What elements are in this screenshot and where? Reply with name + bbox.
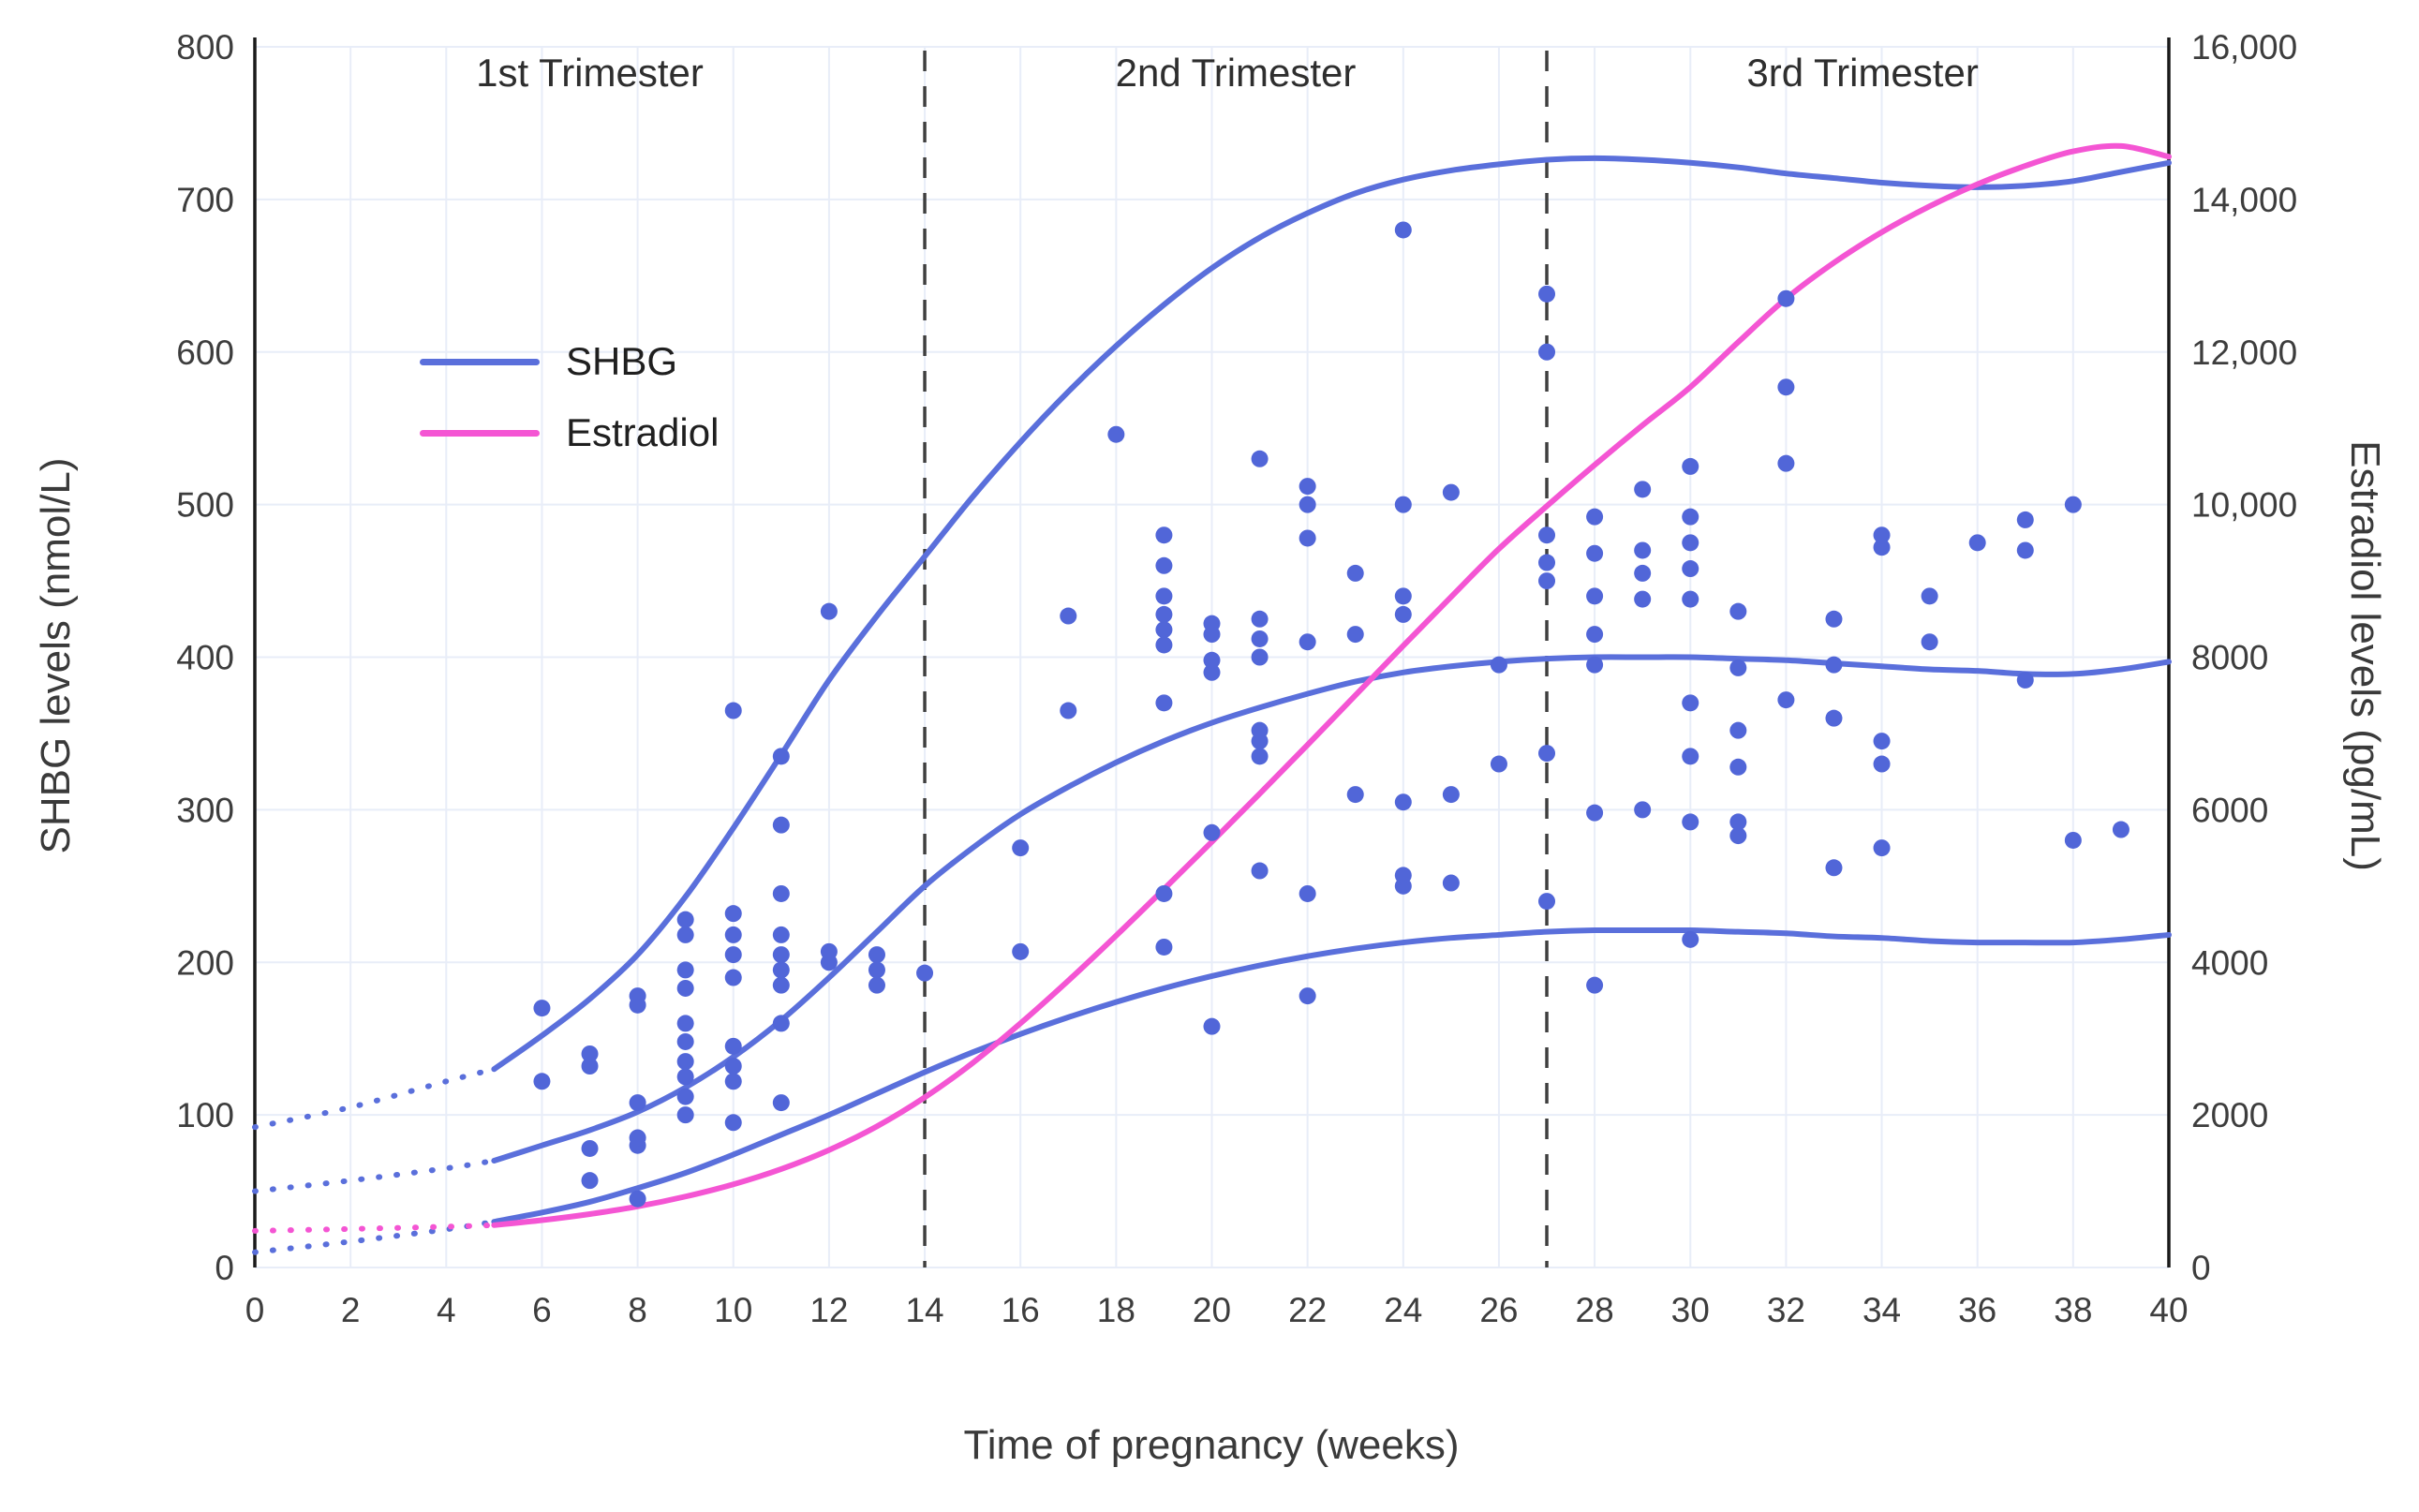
- svg-text:16,000: 16,000: [2191, 28, 2297, 67]
- legend-item-estradiol: Estradiol: [420, 410, 719, 455]
- grid-layer: [253, 37, 2171, 1268]
- svg-text:24: 24: [1384, 1291, 1422, 1329]
- svg-text:40: 40: [2149, 1291, 2188, 1329]
- svg-text:200: 200: [176, 943, 234, 982]
- svg-text:22: 22: [1288, 1291, 1327, 1329]
- svg-text:18: 18: [1097, 1291, 1135, 1329]
- svg-text:28: 28: [1576, 1291, 1614, 1329]
- svg-text:30: 30: [1671, 1291, 1710, 1329]
- svg-text:36: 36: [1958, 1291, 1996, 1329]
- svg-text:6: 6: [532, 1291, 552, 1329]
- svg-text:2000: 2000: [2191, 1096, 2268, 1134]
- svg-text:500: 500: [176, 486, 234, 525]
- curves-layer: [252, 142, 2172, 1255]
- svg-text:0: 0: [2191, 1249, 2211, 1287]
- tick-labels-layer: 0 2 4 6 8 10 12 14 16 18 20 22 24 26 28 30 32 34 36 38 40010…: [176, 28, 2297, 1329]
- svg-text:8: 8: [628, 1291, 647, 1329]
- svg-text:34: 34: [1862, 1291, 1901, 1329]
- y-axis-title-right: Estradiol levels (pg/mL): [2342, 440, 2388, 871]
- svg-text:32: 32: [1767, 1291, 1805, 1329]
- svg-text:2: 2: [341, 1291, 361, 1329]
- svg-text:14,000: 14,000: [2191, 181, 2297, 219]
- svg-text:12,000: 12,000: [2191, 334, 2297, 372]
- svg-text:400: 400: [176, 639, 234, 677]
- svg-text:0: 0: [245, 1291, 265, 1329]
- svg-text:8000: 8000: [2191, 639, 2268, 677]
- svg-text:100: 100: [176, 1096, 234, 1134]
- legend-line-estradiol-icon: [420, 429, 540, 437]
- trimester-label-1: 1st Trimester: [476, 51, 704, 95]
- svg-text:20: 20: [1193, 1291, 1231, 1329]
- y-axis-title-left: SHBG levels (nmol/L): [33, 457, 79, 854]
- legend-label-shbg: SHBG: [566, 339, 678, 383]
- svg-text:0: 0: [215, 1249, 234, 1287]
- svg-text:12: 12: [809, 1291, 848, 1329]
- legend-item-shbg: SHBG: [420, 339, 719, 384]
- svg-text:6000: 6000: [2191, 791, 2268, 829]
- svg-text:600: 600: [176, 334, 234, 372]
- trimester-label-2: 2nd Trimester: [1115, 51, 1357, 95]
- svg-text:700: 700: [176, 181, 234, 219]
- legend-line-shbg-icon: [420, 358, 540, 365]
- svg-text:300: 300: [176, 791, 234, 829]
- svg-text:800: 800: [176, 28, 234, 67]
- svg-text:4: 4: [437, 1291, 456, 1329]
- svg-text:38: 38: [2054, 1291, 2092, 1329]
- svg-text:14: 14: [905, 1291, 943, 1329]
- scatter-layer: [533, 221, 2130, 1208]
- legend-label-estradiol: Estradiol: [566, 410, 720, 454]
- svg-text:26: 26: [1479, 1291, 1518, 1329]
- svg-text:10: 10: [714, 1291, 752, 1329]
- svg-text:16: 16: [1002, 1291, 1040, 1329]
- trimester-label-3: 3rd Trimester: [1746, 51, 1979, 95]
- x-axis-title: Time of pregnancy (weeks): [963, 1422, 1460, 1468]
- svg-text:10,000: 10,000: [2191, 486, 2297, 525]
- svg-text:4000: 4000: [2191, 943, 2268, 982]
- legend: SHBG Estradiol: [420, 339, 719, 455]
